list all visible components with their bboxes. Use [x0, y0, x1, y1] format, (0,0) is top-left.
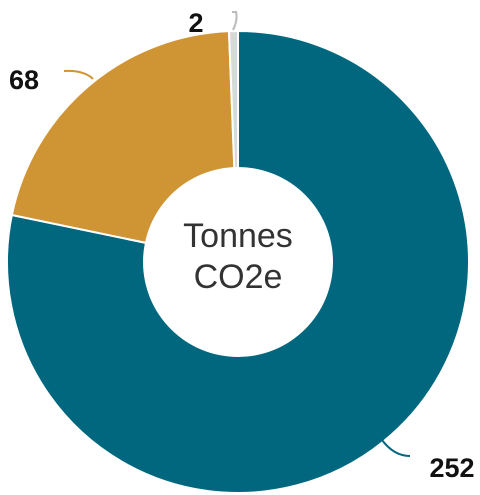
leader-line-2 [232, 11, 238, 31]
donut-hole [143, 167, 333, 357]
leaders-layer [63, 11, 411, 457]
center-label-line-1: Tonnes [183, 217, 293, 255]
data-label-68: 68 [9, 65, 39, 95]
leader-line-68 [63, 69, 94, 80]
data-label-2: 2 [188, 8, 203, 38]
center-label-line-2: CO2e [194, 258, 283, 296]
labels-layer: 252 68 2 [9, 8, 475, 483]
leader-line-252 [381, 439, 411, 457]
data-label-252: 252 [429, 453, 474, 483]
